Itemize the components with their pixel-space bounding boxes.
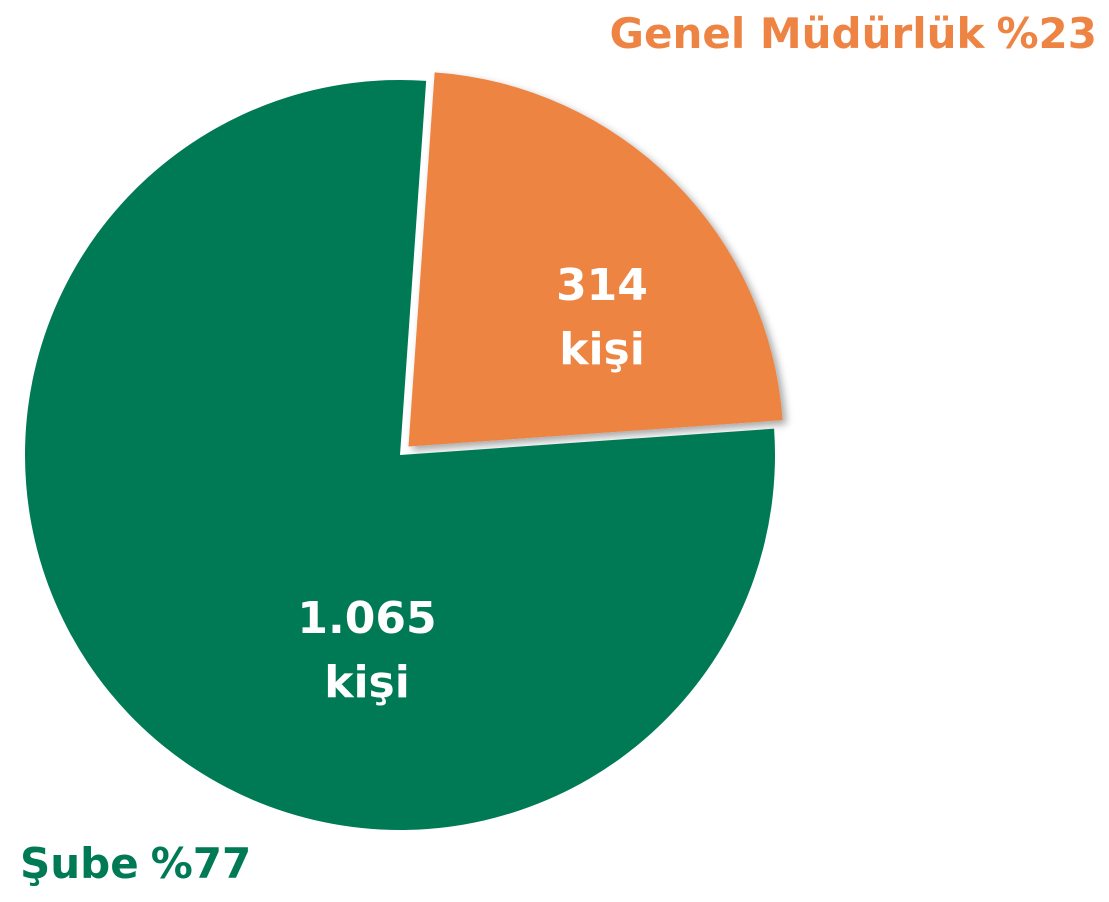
category-label: Genel Müdürlük %23 xyxy=(610,9,1098,58)
category-percent: %23 xyxy=(996,9,1097,58)
category-label: Şube %77 xyxy=(20,839,251,888)
category-name: Genel Müdürlük xyxy=(610,9,986,58)
slice-label: 314 kişi xyxy=(556,260,648,375)
slice-value: 1.065 xyxy=(297,593,436,644)
category-percent: %77 xyxy=(151,839,252,888)
category-name: Şube xyxy=(20,839,139,888)
slice-value: 314 xyxy=(556,260,648,311)
slice-unit: kişi xyxy=(559,324,645,375)
slice-unit: kişi xyxy=(324,657,410,708)
slice-label: 1.065 kişi xyxy=(297,593,436,708)
pie-slice xyxy=(408,72,783,447)
pie-slice xyxy=(24,79,776,831)
